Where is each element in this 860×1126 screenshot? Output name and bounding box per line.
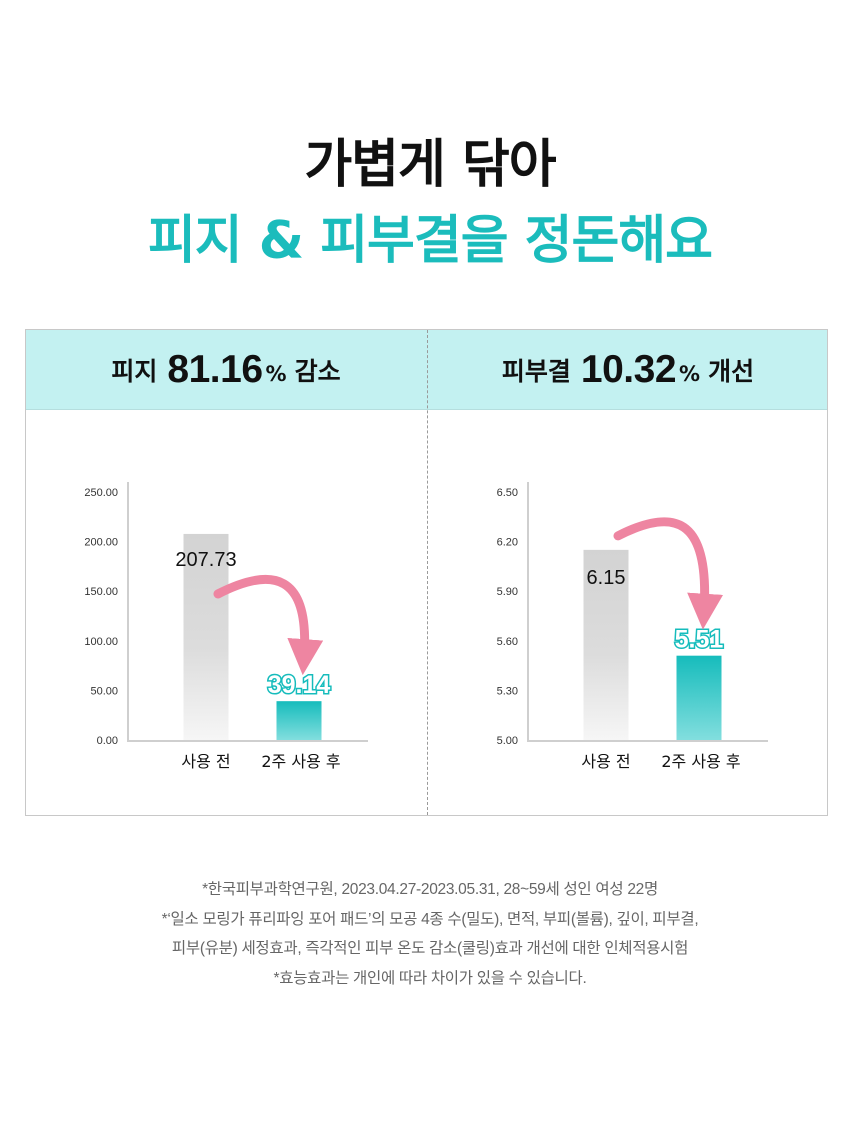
y-tick-label: 250.00 — [84, 487, 118, 499]
pink-curved-arrow — [613, 517, 724, 630]
texture-result-header: 피부결 10.32 % 개선 — [428, 330, 828, 409]
y-tick-label: 200.00 — [84, 537, 118, 549]
y-tick-label: 6.50 — [497, 487, 518, 499]
x-category-label: 2주 사용 후 — [661, 752, 740, 771]
sebum-result-header: 피지 81.16 % 감소 — [26, 330, 426, 409]
x-category-label: 2주 사용 후 — [261, 752, 340, 771]
footnotes: *한국피부과학연구원, 2023.04.27-2023.05.31, 28~59… — [0, 875, 860, 993]
x-category-label: 사용 전 — [181, 752, 230, 771]
y-tick-label: 50.00 — [90, 685, 118, 697]
texture-result-word: 개선 — [708, 356, 755, 386]
y-tick-label: 0.00 — [97, 735, 118, 747]
y-tick-label: 5.00 — [497, 735, 518, 747]
sebum-bar-chart: 250.00 200.00 150.00 100.00 50.00 0.00 사용 전 2주 … — [84, 482, 368, 771]
texture-before-value-label: 6.15 — [587, 567, 626, 589]
footnote-line: 피부(유분) 세정효과, 즉각적인 피부 온도 감소(쿨링)효과 개선에 대한 … — [171, 940, 689, 957]
y-tick-label: 5.60 — [497, 636, 518, 648]
texture-bar-before — [583, 549, 629, 740]
panel-divider — [427, 330, 428, 815]
texture-bar-chart: 6.50 6.20 5.90 5.60 5.30 5.00 사용 전 2주 사용 후 6.15 5… — [497, 482, 768, 771]
x-category-label: 사용 전 — [581, 752, 630, 771]
sebum-bar-before — [183, 533, 229, 740]
footnote-line: *한국피부과학연구원, 2023.04.27-2023.05.31, 28~59… — [202, 881, 658, 898]
y-tick-label: 6.20 — [497, 537, 518, 549]
panel-header: 피지 81.16 % 감소 피부결 10.32 % 개선 — [26, 330, 827, 410]
headline-line-1: 가볍게 닦아 — [304, 135, 556, 195]
texture-bar-after — [676, 655, 722, 740]
sebum-percent-value: 81.16 — [167, 347, 263, 391]
sebum-before-value-label: 207.73 — [175, 549, 236, 571]
sebum-result-word: 감소 — [294, 356, 341, 386]
texture-after-value-label: 5.51 — [675, 626, 724, 654]
y-tick-label: 150.00 — [84, 586, 118, 598]
y-tick-label: 100.00 — [84, 636, 118, 648]
texture-percent-value: 10.32 — [580, 347, 677, 391]
sebum-after-value-label: 39.14 — [268, 671, 331, 699]
y-tick-label: 5.30 — [497, 685, 518, 697]
headline-line-2: 피지 & 피부결을 정돈해요 — [147, 211, 713, 271]
footnote-line: *효능효과는 개인에 따라 차이가 있을 수 있습니다. — [273, 969, 587, 987]
pink-curved-arrow — [213, 574, 324, 676]
sebum-label: 피지 — [111, 356, 158, 386]
y-tick-label: 5.90 — [497, 586, 518, 598]
results-panel: 피지 81.16 % 감소 피부결 10.32 % 개선 — [25, 329, 828, 816]
texture-label: 피부결 — [501, 356, 571, 386]
texture-percent-sign: % — [679, 361, 701, 386]
sebum-bar-after — [276, 701, 322, 740]
footnote-line: *‘일소 모링가 퓨리파잉 포어 패드’의 모공 4종 수(밀도), 면적, 부… — [161, 910, 699, 928]
sebum-percent-sign: % — [265, 361, 287, 386]
